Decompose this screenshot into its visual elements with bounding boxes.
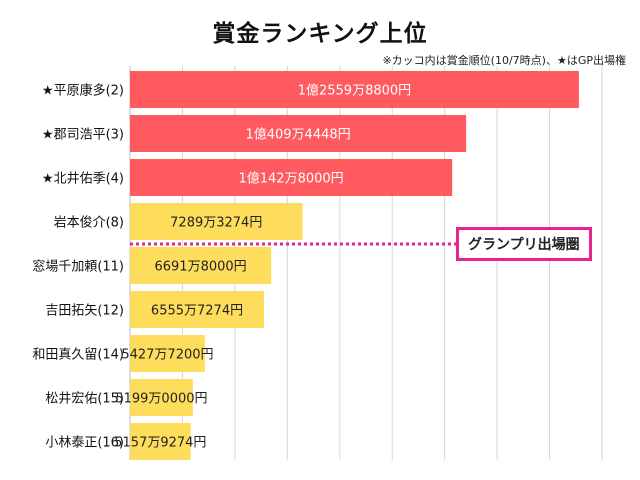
value-label: 5199万0000円 xyxy=(115,392,207,407)
value-label: 1億409万4448円 xyxy=(245,127,350,143)
category-label: 松井宏佑(15) xyxy=(45,392,124,407)
bar xyxy=(130,291,265,328)
category-label: 岩本俊介(8) xyxy=(54,216,124,231)
chart-note: ※カッコ内は賞金順位(10/7時点)、★はGP出場権 xyxy=(382,54,626,67)
category-label: 和田真久留(14) xyxy=(32,348,124,363)
bar xyxy=(130,203,303,240)
bar xyxy=(130,247,272,284)
bar xyxy=(130,423,191,460)
value-label: 7289万3274円 xyxy=(170,216,262,231)
category-label: 小林泰正(16) xyxy=(45,436,124,451)
value-label: 1億2559万8800円 xyxy=(298,83,411,99)
bar xyxy=(130,335,205,372)
bar xyxy=(130,71,579,108)
value-label: 5157万9274円 xyxy=(114,436,206,451)
value-label: 6555万7274円 xyxy=(151,304,243,319)
bar xyxy=(130,379,193,416)
bar xyxy=(130,159,453,196)
category-label: ★平原康多(2) xyxy=(42,83,124,99)
value-label: 1億142万8000円 xyxy=(238,171,343,187)
category-label: ★郡司浩平(3) xyxy=(42,128,124,143)
bar xyxy=(130,115,467,152)
category-label: 窓場千加頼(11) xyxy=(32,259,124,275)
value-label: 6691万8000円 xyxy=(154,260,246,275)
chart-title: 賞金ランキング上位 xyxy=(212,21,428,47)
category-label: ★北井佑季(4) xyxy=(42,172,124,187)
gp-zone-label: グランプリ出場圏 xyxy=(456,227,592,261)
category-label: 吉田拓矢(12) xyxy=(45,304,124,319)
value-label: 5427万7200円 xyxy=(121,348,213,363)
